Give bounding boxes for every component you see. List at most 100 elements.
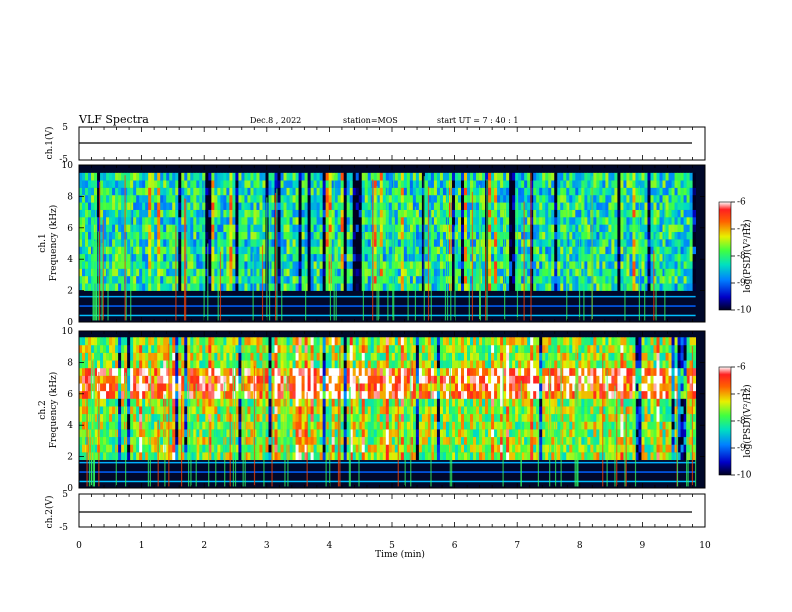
spec2-cell	[190, 367, 194, 376]
spec1-cell	[632, 239, 636, 247]
spec1-cell	[575, 231, 579, 240]
spec2-cell	[271, 367, 275, 376]
spec1-cell	[82, 209, 86, 218]
spec2-cell	[181, 406, 185, 415]
spec2-cell	[100, 383, 104, 392]
spec1-cell	[551, 202, 555, 210]
spec1-cell	[262, 283, 266, 291]
spec1-cell	[358, 283, 363, 291]
spec1-spike	[450, 179, 452, 321]
spec2-cell	[370, 360, 375, 369]
spec2-cell	[94, 337, 98, 346]
spec1-cell	[268, 187, 272, 196]
spec1-cell	[500, 194, 504, 203]
spec2-cell	[133, 352, 137, 361]
spec1-cell	[467, 194, 471, 203]
spec2-cell	[277, 398, 281, 407]
spec2-cell	[301, 406, 305, 415]
spec1-cell	[500, 275, 504, 284]
spec1-cell	[355, 246, 360, 255]
spec1-cell	[662, 268, 666, 277]
spec1-cell	[118, 268, 122, 277]
spec1-cell	[256, 231, 260, 240]
spec1-cell	[313, 224, 318, 233]
spec1-cell	[133, 209, 137, 218]
spec1-cell	[244, 180, 248, 188]
spec1-spike	[407, 194, 409, 321]
spec2-cell	[127, 421, 131, 430]
spec2-cell	[190, 360, 194, 369]
spec1-cell	[488, 231, 492, 240]
spec2-cell	[277, 352, 281, 361]
spec1-cell	[145, 261, 149, 269]
spec1-cell	[199, 209, 203, 218]
spec2-cell	[220, 344, 224, 353]
spec1-cell	[160, 187, 164, 196]
spec2-cell	[379, 383, 384, 392]
spec1-cell	[608, 180, 612, 188]
spec2-cell	[367, 360, 372, 369]
spec1-cell	[433, 253, 438, 262]
spec1-cell	[527, 246, 531, 255]
spec2-cell	[154, 452, 158, 461]
spec2-cell	[259, 352, 263, 361]
spec1-cell	[683, 202, 687, 210]
spec1-cell	[674, 202, 678, 210]
spec1-cell	[451, 180, 456, 188]
spec1-cell	[190, 172, 194, 181]
spec1-cell	[409, 239, 414, 247]
spec1-cell	[500, 180, 504, 188]
spec1-cell	[82, 172, 86, 181]
spec1-cell	[130, 209, 134, 218]
spec2-cell	[202, 383, 206, 392]
spec2-cell	[238, 406, 242, 415]
spec1-cell	[130, 194, 134, 203]
spec1-cell	[295, 253, 299, 262]
spec1-cell	[256, 283, 260, 291]
spec1-cell	[139, 217, 143, 225]
spec2-cell	[196, 421, 200, 430]
spec1-cell	[641, 202, 645, 210]
spec1-cell	[151, 187, 155, 196]
spec2-cell	[181, 375, 185, 384]
spec2-cell	[178, 337, 182, 346]
spec2-cell	[268, 452, 272, 461]
spec1-cell	[106, 224, 110, 233]
spec2-cell	[277, 390, 281, 399]
spec2-cell	[382, 436, 387, 445]
spec1-cell	[367, 283, 372, 291]
spec1-cell	[629, 187, 633, 196]
spec2-cell	[310, 367, 315, 376]
spec1-cell	[578, 209, 582, 218]
spec1-cell	[352, 217, 357, 225]
spec2-cell	[160, 436, 164, 445]
spec1-cell	[617, 231, 621, 240]
spec2-cell	[346, 444, 351, 453]
spec2-cell	[142, 398, 146, 407]
spec1-spike	[333, 175, 335, 321]
spec1-cell	[629, 275, 633, 284]
spec2-cell	[211, 413, 215, 422]
spec1-cell	[587, 224, 591, 233]
spec1-cell	[686, 224, 690, 233]
spec1-cell	[259, 275, 263, 284]
spec1-cell	[211, 194, 215, 203]
spec1-cell	[262, 187, 266, 196]
spec1-cell	[596, 187, 600, 196]
spec1-cell	[662, 187, 666, 196]
spec1-cell	[358, 275, 363, 284]
spec2-cell	[145, 436, 149, 445]
spec1-cell	[340, 246, 345, 255]
spec2-cell	[226, 413, 230, 422]
spec1-cell	[674, 231, 678, 240]
spec2-cell	[211, 390, 215, 399]
spec2-cell	[319, 383, 324, 392]
spec2-cell	[331, 367, 336, 376]
spec2-cell	[79, 444, 83, 453]
spec1-cell	[454, 239, 459, 247]
spec1-cell	[451, 283, 456, 291]
spec2-cell	[316, 375, 321, 384]
spec2-cell	[79, 383, 83, 392]
spec1-cell	[247, 202, 251, 210]
spec2-cell	[352, 421, 357, 430]
